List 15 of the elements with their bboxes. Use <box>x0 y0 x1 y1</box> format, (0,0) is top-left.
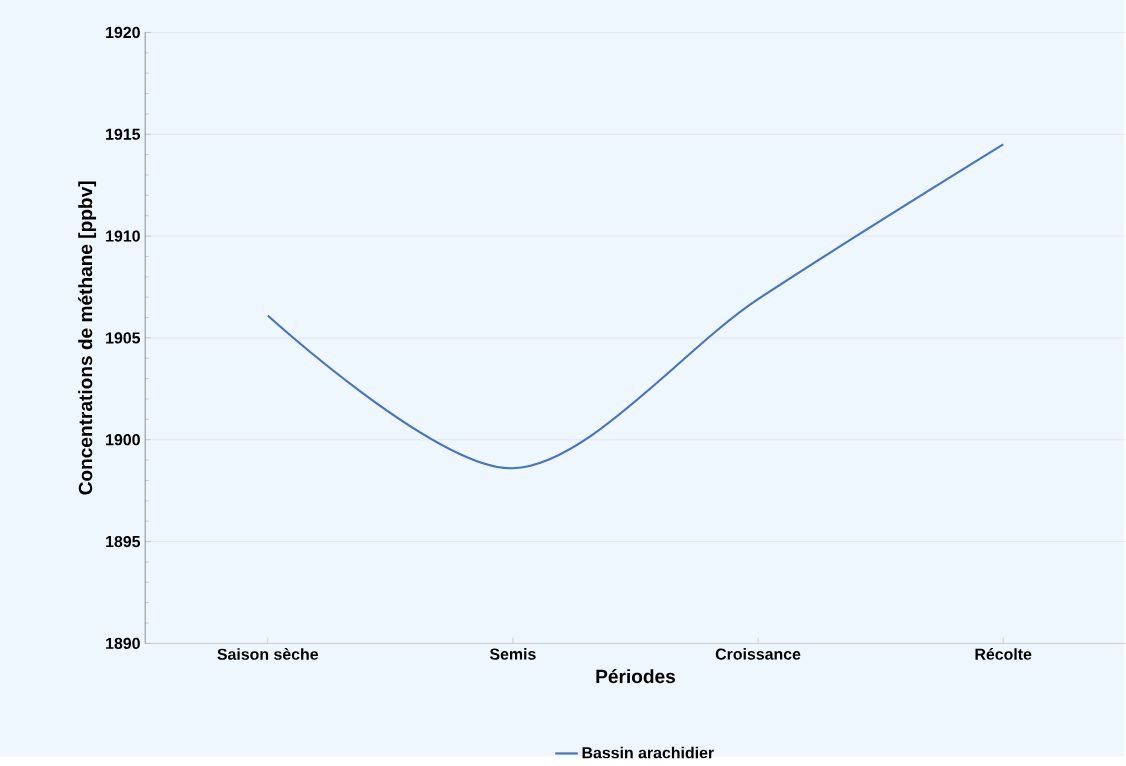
line-series <box>266 143 1005 470</box>
x-tick-label: Semis <box>489 648 536 660</box>
y-tick-label: 1895 <box>106 536 141 548</box>
y-tick-label: 1890 <box>106 637 140 650</box>
y-tick-label: 1910 <box>106 230 140 242</box>
x-tick-label: Récolte <box>975 648 1032 661</box>
y-tick-label: 1905 <box>106 332 141 344</box>
y-axis-title: Concentrations de méthane [ppbv] <box>78 181 97 495</box>
x-tick-label: Saison sèche <box>217 648 319 661</box>
y-tick-label: 1920 <box>106 27 140 39</box>
x-axis-title: Périodes <box>596 669 675 684</box>
y-tick-label: 1915 <box>106 128 141 141</box>
x-tick-label: Croissance <box>715 648 801 660</box>
y-tick-label: 1900 <box>106 434 140 446</box>
legend-label: Bassin arachidier <box>582 746 714 759</box>
